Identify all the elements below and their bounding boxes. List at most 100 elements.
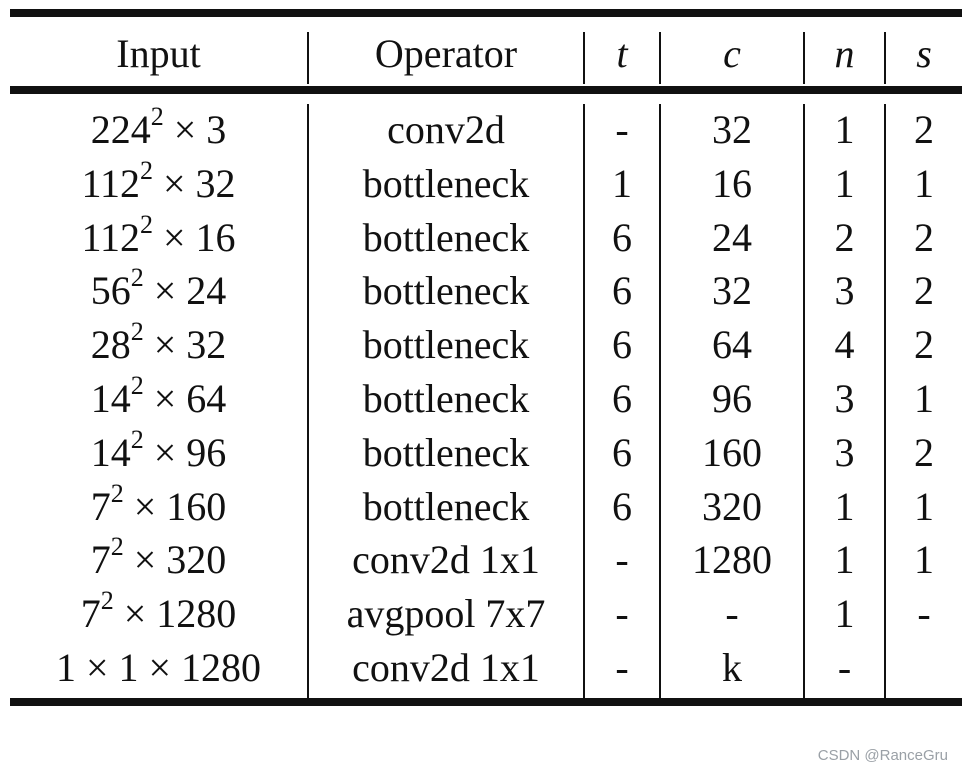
- cell-t: 1: [612, 161, 632, 206]
- cell-n: 2: [834, 215, 855, 260]
- cell-t: 6: [612, 430, 632, 475]
- input-rest: × 16: [152, 215, 236, 260]
- bottom-rule: [10, 698, 962, 706]
- header-n: n: [834, 31, 855, 76]
- input-exponent: 2: [130, 370, 144, 400]
- input-base: 56: [90, 268, 131, 313]
- header-rule: [10, 86, 962, 94]
- cell-operator: conv2d 1x1: [352, 645, 540, 690]
- cell-c: 16: [712, 161, 752, 206]
- col-divider: [659, 32, 661, 84]
- cell-input: 1122 × 32: [10, 157, 307, 211]
- col-divider: [583, 32, 585, 84]
- cell-n: -: [837, 645, 852, 690]
- cell-n: 4: [834, 322, 855, 367]
- cell-c: 1280: [692, 537, 772, 582]
- cell-t: -: [615, 645, 629, 690]
- cell-s: [886, 641, 962, 695]
- col-divider: [803, 32, 805, 84]
- cell-input: 562 × 24: [10, 264, 307, 318]
- cell-c: 320: [702, 484, 762, 529]
- input-exponent: 2: [100, 585, 114, 615]
- cell-t: 6: [612, 268, 632, 313]
- cell-input: 72 × 1280: [10, 587, 307, 641]
- input-base: 1 × 1 × 1280: [55, 645, 262, 690]
- cell-input: 1 × 1 × 1280: [10, 641, 307, 695]
- input-rest: × 3: [163, 107, 227, 152]
- input-rest: × 1280: [113, 591, 237, 636]
- col-divider: [307, 104, 309, 698]
- input-base: 112: [81, 161, 140, 206]
- col-divider: [659, 104, 661, 698]
- input-base: 7: [80, 591, 101, 636]
- input-base: 224: [90, 107, 151, 152]
- cell-c: 32: [712, 268, 752, 313]
- cell-n: 1: [834, 591, 855, 636]
- cell-n: 3: [834, 430, 855, 475]
- col-divider: [884, 104, 886, 698]
- cell-input: 142 × 64: [10, 372, 307, 426]
- cell-input: 2242 × 3: [10, 103, 307, 157]
- input-exponent: 2: [110, 478, 124, 508]
- col-divider: [803, 104, 805, 698]
- input-rest: × 32: [143, 322, 227, 367]
- cell-operator: bottleneck: [362, 215, 530, 260]
- cell-c: 160: [702, 430, 762, 475]
- cell-c: 96: [712, 376, 752, 421]
- cell-operator: bottleneck: [362, 376, 530, 421]
- input-exponent: 2: [130, 424, 144, 454]
- cell-c: 64: [712, 322, 752, 367]
- cell-n: 3: [834, 376, 855, 421]
- input-exponent: 2: [110, 531, 124, 561]
- header-c: c: [723, 31, 741, 76]
- header-operator: Operator: [374, 31, 518, 76]
- input-rest: × 160: [123, 484, 227, 529]
- input-exponent: 2: [139, 209, 153, 239]
- cell-operator: avgpool 7x7: [346, 591, 546, 636]
- header-input: Input: [116, 31, 201, 76]
- cell-c: -: [725, 591, 739, 636]
- cell-t: 6: [612, 215, 632, 260]
- input-exponent: 2: [150, 101, 164, 131]
- input-exponent: 2: [130, 316, 144, 346]
- cell-s: 1: [914, 161, 934, 206]
- input-base: 14: [90, 430, 131, 475]
- input-rest: × 320: [123, 537, 227, 582]
- input-base: 7: [90, 484, 111, 529]
- input-base: 7: [90, 537, 111, 582]
- input-base: 28: [90, 322, 131, 367]
- cell-t: -: [615, 591, 629, 636]
- cell-t: 6: [612, 376, 632, 421]
- cell-s: -: [917, 591, 931, 636]
- cell-n: 1: [834, 107, 855, 152]
- cell-s: 2: [914, 268, 934, 313]
- cell-n: 3: [834, 268, 855, 313]
- input-base: 112: [81, 215, 140, 260]
- cell-s: 1: [914, 484, 934, 529]
- cell-t: -: [615, 107, 629, 152]
- cell-operator: bottleneck: [362, 322, 530, 367]
- cell-n: 1: [834, 537, 855, 582]
- cell-input: 1122 × 16: [10, 211, 307, 265]
- header-t: t: [616, 31, 628, 76]
- input-exponent: 2: [139, 155, 153, 185]
- cell-s: 2: [914, 322, 934, 367]
- cell-input: 72 × 160: [10, 480, 307, 534]
- cell-t: -: [615, 537, 629, 582]
- cell-operator: conv2d: [387, 107, 505, 152]
- header-s: s: [916, 31, 932, 76]
- input-rest: × 96: [143, 430, 227, 475]
- col-divider: [583, 104, 585, 698]
- cell-s: 1: [914, 537, 934, 582]
- cell-c: k: [722, 645, 742, 690]
- cell-input: 282 × 32: [10, 318, 307, 372]
- cell-t: 6: [612, 484, 632, 529]
- input-rest: × 24: [143, 268, 227, 313]
- cell-n: 1: [834, 161, 855, 206]
- top-rule: [10, 9, 962, 17]
- cell-t: 6: [612, 322, 632, 367]
- cell-s: 2: [914, 107, 934, 152]
- cell-c: 32: [712, 107, 752, 152]
- cell-s: 2: [914, 430, 934, 475]
- cell-input: 142 × 96: [10, 426, 307, 480]
